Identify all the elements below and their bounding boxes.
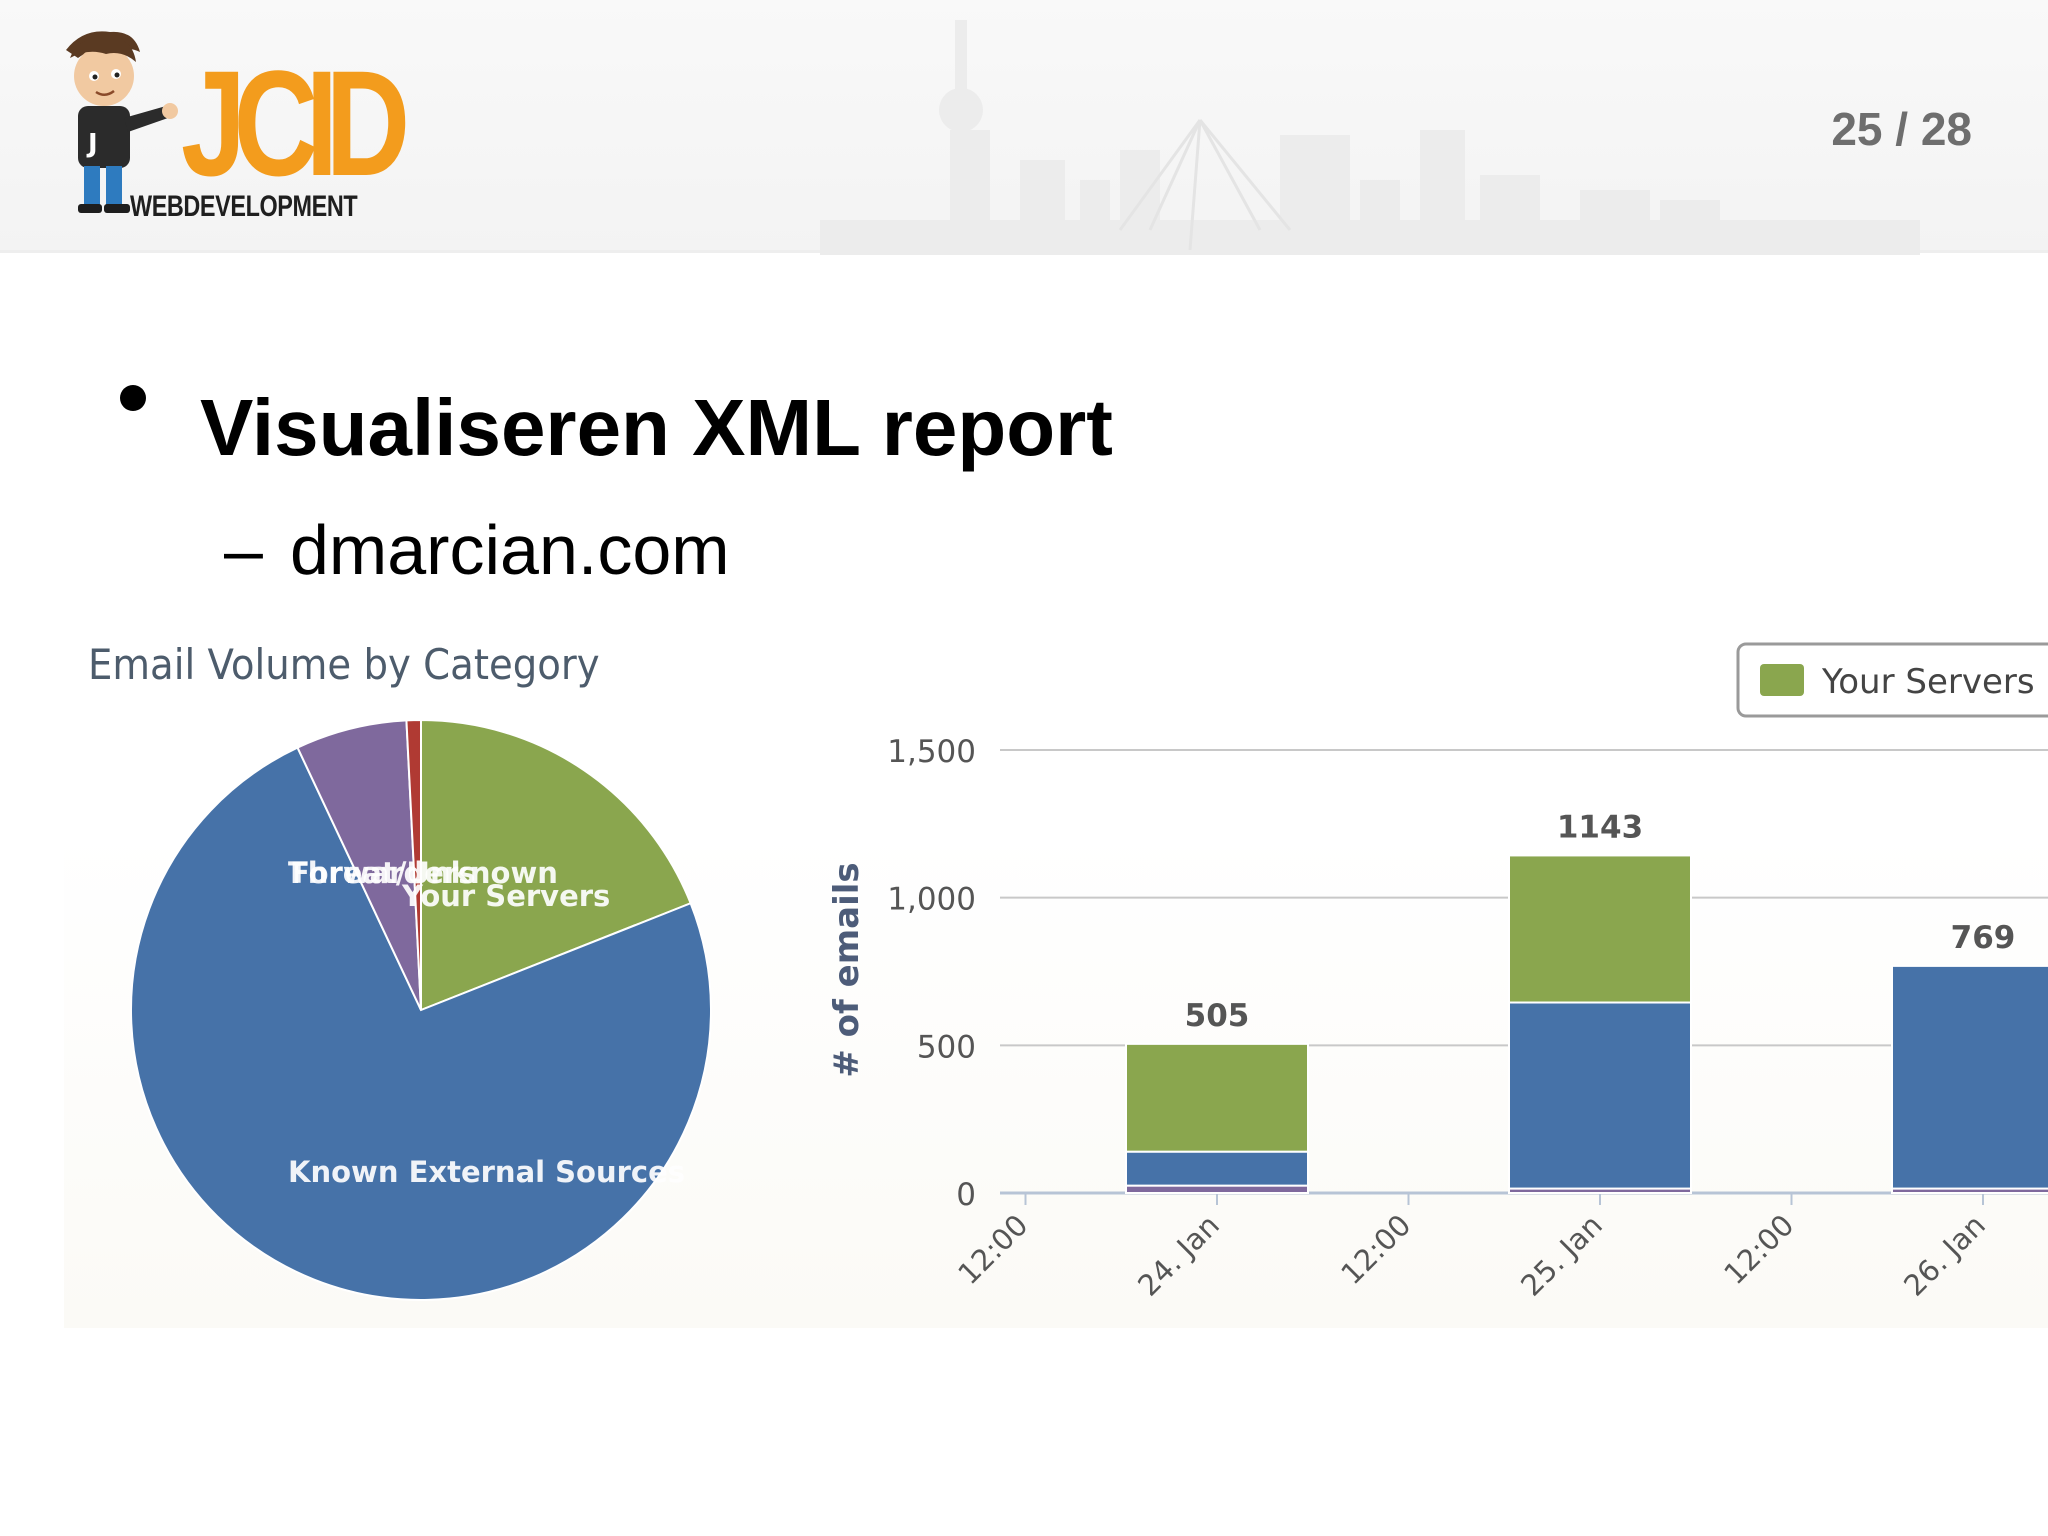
bar-segment[interactable]: [1508, 854, 1692, 1004]
page-counter: 25 / 28: [1831, 103, 1972, 155]
chart-legend[interactable]: Your Servers: [1736, 642, 2048, 718]
pie-label: Known External Sources: [288, 1155, 685, 1189]
logo-wordmark: JCID: [181, 39, 410, 207]
pie-label: Forwarders: [290, 856, 476, 890]
legend-label: Your Servers: [1821, 662, 2035, 702]
y-axis-title: # of emails: [827, 862, 867, 1077]
pie-chart-title: Email Volume by Category: [88, 640, 600, 689]
x-tick-label: 12:00: [1717, 1208, 1800, 1291]
x-tick-label: 12:00: [1334, 1208, 1417, 1291]
pie-chart: Your Servers Known External Sources Forwar…: [130, 718, 712, 1301]
logo-subtitle: WEBDEVELOPMENT: [130, 190, 358, 223]
bullet-icon: [120, 385, 146, 411]
x-tick-label: 25. Jan: [1514, 1208, 1609, 1303]
sub-bullet-dash: –: [224, 511, 263, 589]
x-tick-label: 24. Jan: [1131, 1208, 1226, 1303]
y-tick-label: 500: [917, 1029, 976, 1065]
bar-total-label: 769: [1951, 920, 2016, 956]
svg-text:J: J: [86, 129, 98, 159]
pie-label: Threat/Unknown: [288, 856, 558, 890]
slide-header: J JCID WEBDEVELOPMENT 25 / 28: [0, 0, 2048, 255]
stacked-bar-chart: 0 500 1,000 1,500 # of emails 12:00 24. Jan 12:…: [827, 642, 2048, 1303]
pie-label: Your Servers: [401, 879, 610, 913]
y-tick-label: 1,000: [887, 882, 976, 918]
bar-total-label: 505: [1185, 998, 1250, 1034]
pie-slice-threat-unknown[interactable]: [405, 718, 422, 1011]
x-tick-label: 12:00: [951, 1208, 1034, 1291]
city-skyline-decoration: [820, 20, 1920, 255]
bar-total-label: 1143: [1557, 809, 1643, 845]
y-tick-label: 0: [956, 1177, 976, 1213]
bar-segment[interactable]: [1125, 1184, 1309, 1194]
pie-slice-known-external-sources[interactable]: [130, 746, 712, 1301]
bar-segment[interactable]: [1508, 1001, 1692, 1190]
legend-swatch: [1760, 664, 1804, 696]
mascot-icon: J: [66, 31, 178, 213]
pie-slice-your-servers[interactable]: [420, 718, 692, 1012]
bar-segment[interactable]: [1125, 1150, 1309, 1187]
jcid-logo: J JCID WEBDEVELOPMENT: [48, 28, 410, 228]
sub-bullet-text: dmarcian.com: [290, 511, 730, 589]
bullet-heading: Visualiseren XML report: [200, 383, 1113, 472]
y-tick-label: 1,500: [887, 734, 976, 770]
x-tick-label: 26. Jan: [1897, 1208, 1992, 1303]
bar-segment[interactable]: [1125, 1042, 1309, 1153]
bar-segment[interactable]: [1891, 964, 2048, 1190]
